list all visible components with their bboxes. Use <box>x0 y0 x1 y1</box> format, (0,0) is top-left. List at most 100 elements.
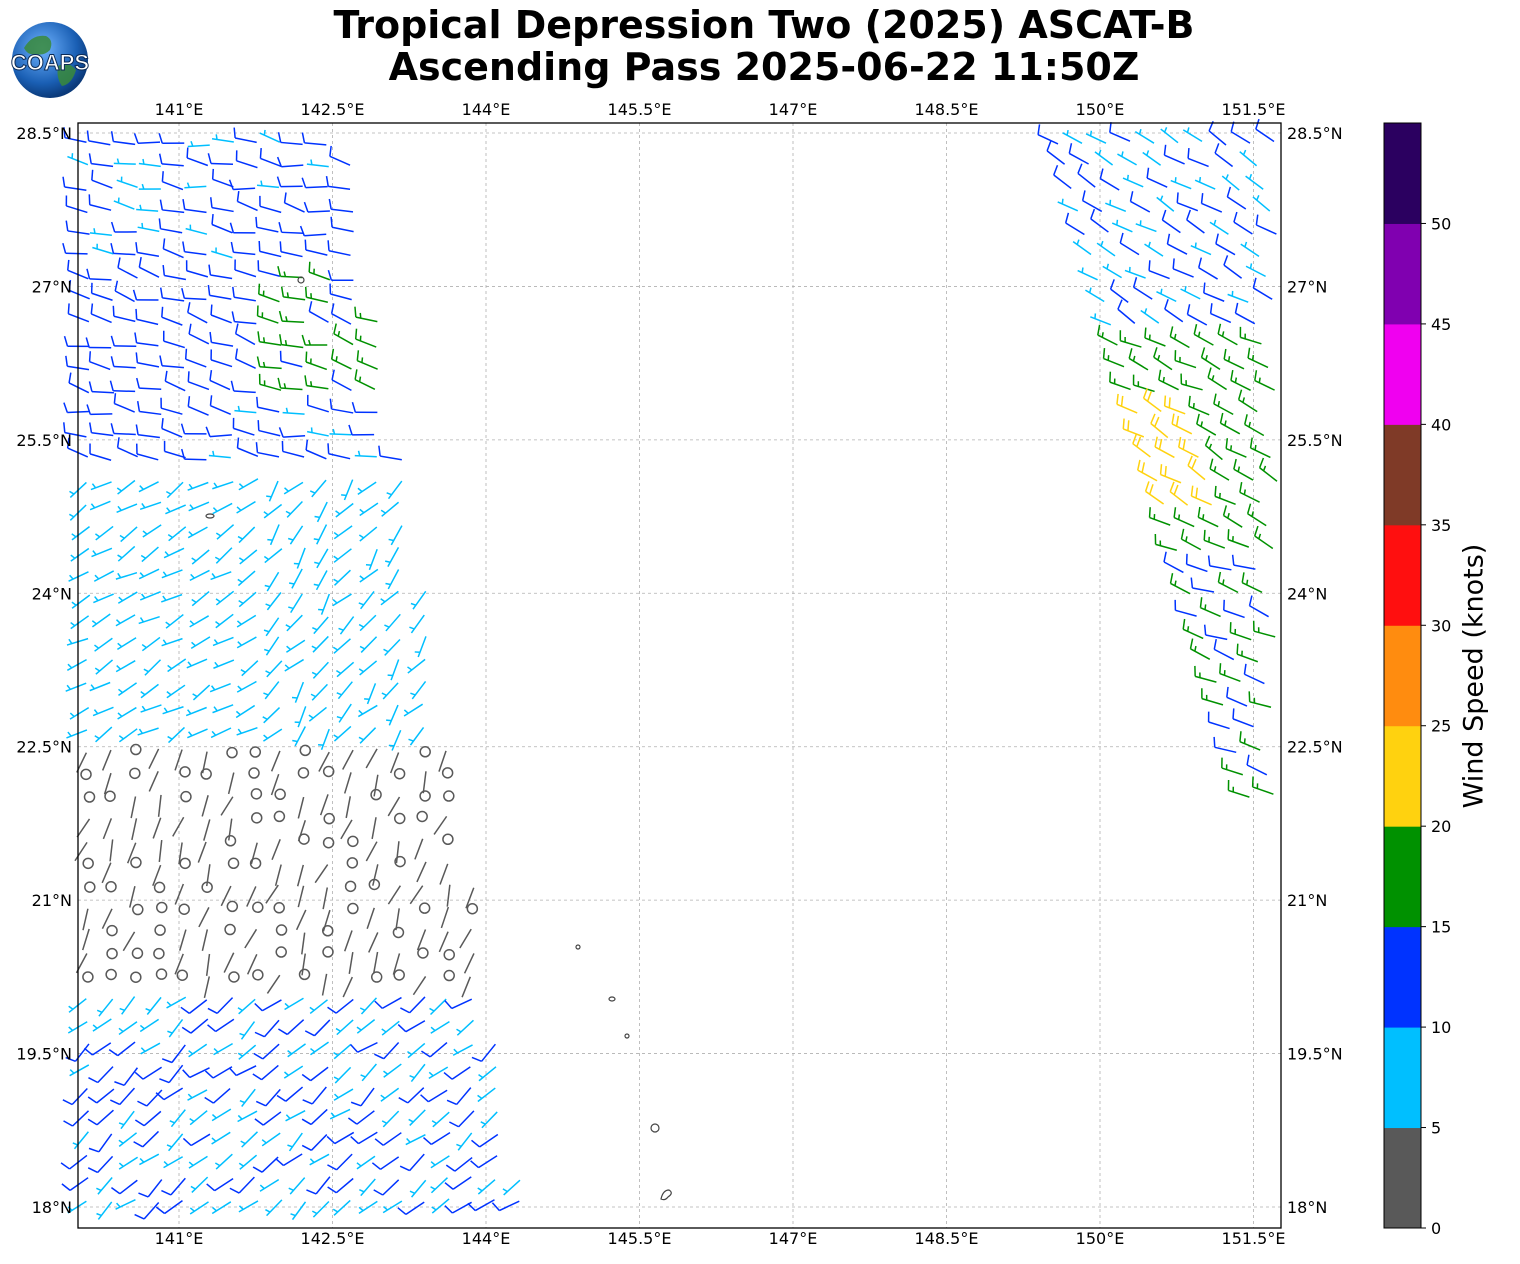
wind-barb <box>87 1155 114 1174</box>
wind-barb <box>1186 209 1205 234</box>
wind-barb <box>1140 308 1160 324</box>
wind-barb <box>256 396 280 413</box>
wind-barb <box>271 839 281 861</box>
wind-barb <box>1090 208 1109 233</box>
wind-barb <box>333 569 351 586</box>
wind-barb <box>1144 481 1165 505</box>
colorbar-tick-label: 10 <box>1431 1018 1451 1037</box>
wind-barb <box>80 768 92 781</box>
wind-barb <box>1197 506 1219 528</box>
wind-barb <box>397 1201 425 1216</box>
wind-barb <box>1154 533 1177 551</box>
wind-barb <box>322 946 334 958</box>
wind-barb <box>1128 348 1149 371</box>
wind-barb <box>358 614 377 632</box>
wind-barb <box>135 308 159 326</box>
wind-barb <box>306 427 329 437</box>
lon-tick-label-top: 142.5°E <box>301 100 365 119</box>
wind-barb <box>1207 367 1228 391</box>
wind-barb <box>1160 127 1179 144</box>
colorbar-bin <box>1384 725 1421 827</box>
wind-barb <box>92 243 114 255</box>
wind-barb <box>323 812 335 825</box>
wind-barb <box>480 1111 498 1129</box>
wind-barb <box>1201 688 1224 706</box>
lat-tick-label-right: 19.5°N <box>1287 1045 1343 1064</box>
wind-barb <box>410 590 427 610</box>
wind-barb <box>1241 572 1263 594</box>
wind-barb <box>236 190 258 212</box>
wind-barb <box>167 1019 184 1038</box>
wind-barb <box>275 946 287 958</box>
wind-barb <box>182 1067 210 1079</box>
wind-barb <box>254 1111 282 1126</box>
wind-barb <box>409 614 425 634</box>
wind-barb <box>236 726 258 736</box>
wind-barb <box>89 681 111 692</box>
wind-barb <box>117 257 138 279</box>
wind-barb <box>297 796 305 819</box>
wind-barb <box>235 704 256 719</box>
wind-barb <box>209 395 232 415</box>
wind-barb <box>162 238 184 259</box>
wind-barb <box>252 1156 279 1173</box>
wind-barb <box>311 1201 330 1218</box>
wind-barb <box>161 569 183 579</box>
wind-barb <box>236 680 257 693</box>
wind-barb <box>306 1176 331 1195</box>
wind-barb <box>478 1066 497 1082</box>
wind-barb <box>288 593 303 614</box>
wind-barb <box>110 423 136 436</box>
wind-barb <box>344 880 357 893</box>
wind-barb <box>220 796 234 816</box>
wind-barb <box>277 266 303 279</box>
wind-barb <box>275 924 288 936</box>
wind-barb <box>1109 371 1131 391</box>
wind-barb <box>285 614 303 632</box>
wind-barb <box>94 726 113 743</box>
wind-barb <box>84 881 96 893</box>
wind-barb <box>385 546 400 567</box>
wind-barb <box>109 380 136 393</box>
wind-barb <box>212 636 234 647</box>
wind-barb <box>329 1108 351 1120</box>
wind-barb <box>148 771 159 792</box>
wind-barb <box>174 953 184 975</box>
wind-barb <box>134 332 159 347</box>
wind-barb <box>338 616 355 635</box>
wind-barb <box>1156 288 1177 303</box>
wind-barb <box>228 818 233 841</box>
wind-barb <box>201 881 213 893</box>
wind-barb <box>445 1156 473 1172</box>
wind-barb <box>273 810 286 823</box>
wind-barb <box>256 180 279 189</box>
wind-barb <box>1164 298 1184 323</box>
wind-barb <box>62 176 87 191</box>
wind-barb <box>348 952 354 974</box>
wind-barb <box>1119 330 1142 348</box>
wind-barb <box>329 398 354 414</box>
wind-barb <box>180 423 207 435</box>
wind-barb <box>83 1042 112 1056</box>
wind-barb <box>152 864 162 886</box>
wind-barb <box>130 796 137 819</box>
wind-barb <box>291 681 305 703</box>
wind-barb <box>386 704 399 726</box>
wind-barb <box>1142 150 1162 166</box>
wind-barb <box>284 658 304 672</box>
wind-barb <box>254 999 282 1012</box>
wind-barb <box>212 704 234 714</box>
wind-barb <box>1154 436 1175 459</box>
wind-barb <box>213 659 235 669</box>
wind-barb <box>156 901 168 914</box>
wind-barb <box>1062 129 1083 144</box>
wind-barb <box>165 504 186 515</box>
wind-barb <box>1053 164 1072 190</box>
wind-barb <box>285 501 303 518</box>
wind-barb <box>130 971 142 983</box>
wind-barb <box>265 660 283 678</box>
wind-barb <box>178 842 183 865</box>
wind-barb <box>1248 691 1272 708</box>
colorbar-bin <box>1384 625 1421 727</box>
wind-barb <box>1185 553 1208 573</box>
